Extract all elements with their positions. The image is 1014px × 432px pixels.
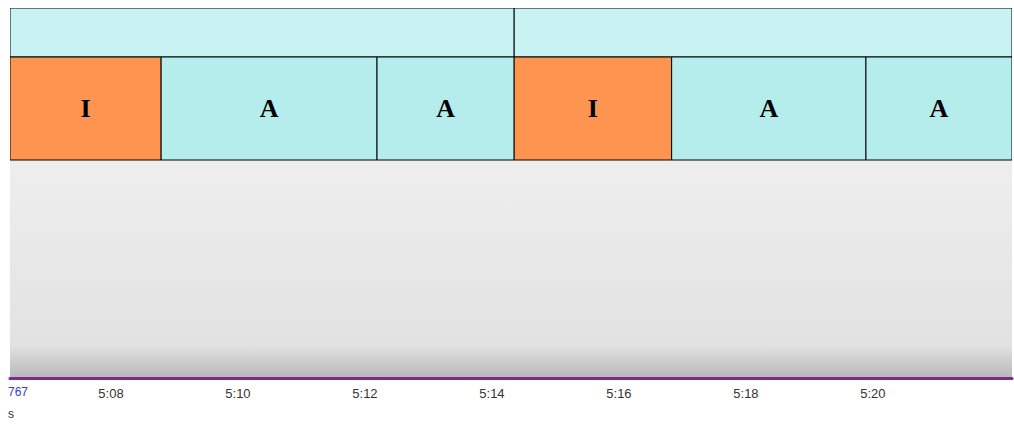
svg-text:5:20: 5:20 <box>860 386 885 401</box>
svg-text:I: I <box>81 94 91 123</box>
svg-text:5:14: 5:14 <box>479 386 504 401</box>
svg-text:5:18: 5:18 <box>733 386 758 401</box>
svg-text:5:10: 5:10 <box>225 386 250 401</box>
svg-text:767: 767 <box>8 385 28 399</box>
svg-text:I: I <box>588 94 598 123</box>
svg-text:5:12: 5:12 <box>352 386 377 401</box>
svg-text:5:16: 5:16 <box>606 386 631 401</box>
svg-text:A: A <box>260 94 279 123</box>
svg-text:5:08: 5:08 <box>98 386 123 401</box>
svg-text:s: s <box>8 407 14 421</box>
svg-text:A: A <box>930 94 949 123</box>
svg-text:A: A <box>436 94 455 123</box>
svg-text:A: A <box>759 94 778 123</box>
